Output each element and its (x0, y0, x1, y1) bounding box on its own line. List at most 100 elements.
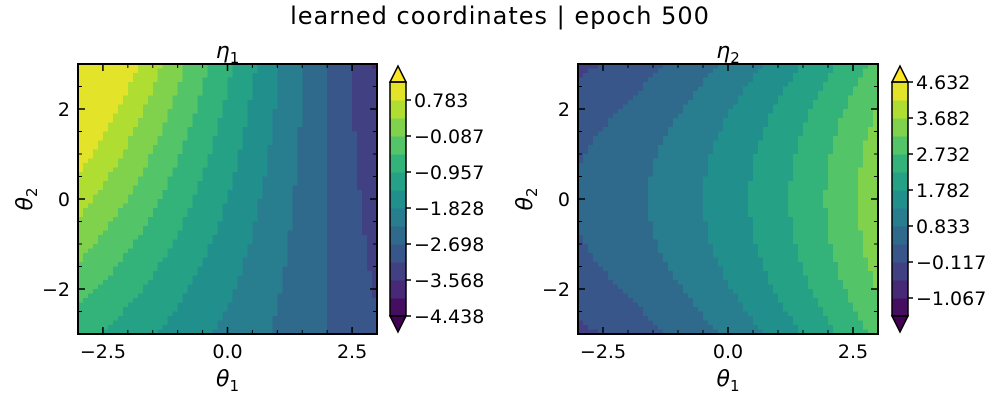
heatmap-cell (78, 149, 84, 155)
heatmap-cell (107, 145, 114, 151)
heatmap-cell (297, 82, 303, 88)
heatmap-cell (362, 104, 368, 110)
heatmap-cell (192, 325, 199, 331)
heatmap-cell (102, 68, 109, 74)
heatmap-cell (97, 82, 104, 88)
heatmap-cell (623, 289, 629, 295)
heatmap-cell (167, 244, 174, 250)
heatmap-cell (277, 217, 283, 223)
heatmap-cell (337, 163, 343, 169)
heatmap-cell (112, 104, 119, 110)
heatmap-cell (322, 316, 328, 322)
heatmap-cell (327, 131, 333, 137)
heatmap-cell (117, 239, 124, 245)
heatmap-cell (678, 131, 684, 137)
heatmap-cell (162, 293, 169, 299)
heatmap-cell (337, 280, 343, 286)
heatmap-cell (613, 248, 619, 254)
heatmap-cell (618, 293, 624, 299)
heatmap-cell (92, 158, 99, 164)
panel-title: η1 (216, 39, 240, 67)
heatmap-cell (653, 77, 659, 83)
heatmap-cell (107, 176, 114, 182)
heatmap-cell (663, 203, 669, 209)
heatmap-cell (648, 122, 654, 128)
heatmap-cell (357, 176, 363, 182)
heatmap-cell (222, 104, 229, 110)
heatmap-cell (663, 181, 669, 187)
heatmap-cell (613, 131, 619, 137)
heatmap-cell (167, 145, 174, 151)
heatmap-cell (588, 149, 594, 155)
heatmap-cell (312, 235, 318, 241)
heatmap-cell (252, 122, 258, 128)
heatmap-cell (257, 122, 263, 128)
heatmap-cell (683, 136, 689, 142)
heatmap-cell (643, 311, 649, 317)
heatmap-cell (262, 325, 268, 331)
heatmap-cell (357, 82, 363, 88)
heatmap-cell (197, 320, 204, 326)
heatmap-cell (292, 221, 298, 227)
heatmap-cell (197, 289, 204, 295)
heatmap-cell (157, 262, 164, 268)
heatmap-cell (643, 95, 649, 101)
heatmap-cell (663, 230, 669, 236)
heatmap-cell (217, 136, 224, 142)
heatmap-cell (272, 239, 278, 245)
heatmap-cell (112, 181, 119, 187)
heatmap-cell (107, 190, 114, 196)
heatmap-cell (638, 262, 644, 268)
heatmap-cell (678, 73, 684, 79)
heatmap-cell (222, 239, 229, 245)
heatmap-cell (87, 190, 94, 196)
heatmap-cell (157, 311, 164, 317)
heatmap-cell (653, 325, 659, 331)
heatmap-cell (658, 221, 664, 227)
heatmap-cell (187, 239, 194, 245)
heatmap-cell (187, 289, 194, 295)
heatmap-cell (608, 280, 614, 286)
heatmap-cell (322, 307, 328, 313)
heatmap-cell (658, 302, 664, 308)
heatmap-cell (633, 325, 639, 331)
heatmap-cell (337, 136, 343, 142)
heatmap-cell (112, 136, 119, 142)
heatmap-cell (147, 311, 154, 317)
heatmap-cell (678, 325, 684, 331)
heatmap-cell (112, 194, 119, 200)
heatmap-cell (177, 298, 184, 304)
heatmap-cell (648, 127, 654, 133)
heatmap-cell (172, 307, 179, 313)
heatmap-cell (653, 68, 659, 74)
heatmap-cell (678, 329, 684, 335)
heatmap-cell (227, 235, 234, 241)
heatmap-cell (653, 248, 659, 254)
heatmap-cell (157, 86, 164, 92)
heatmap-cell (673, 104, 679, 110)
heatmap-cell (187, 226, 194, 232)
heatmap-cell (648, 190, 654, 196)
heatmap-cell (322, 145, 328, 151)
heatmap-cell (302, 95, 308, 101)
heatmap-cell (267, 68, 273, 74)
heatmap-cell (267, 316, 273, 322)
heatmap-cell (127, 154, 134, 160)
heatmap-cell (262, 154, 268, 160)
heatmap-cell (127, 118, 134, 124)
heatmap-cell (658, 320, 664, 326)
heatmap-cell (222, 307, 229, 313)
heatmap-cell (102, 293, 109, 299)
heatmap-cell (618, 217, 624, 223)
heatmap-cell (297, 271, 303, 277)
heatmap-cell (132, 91, 139, 97)
heatmap-cell (603, 235, 609, 241)
heatmap-cell (167, 271, 174, 277)
heatmap-cell (132, 284, 139, 290)
heatmap-cell (162, 131, 169, 137)
heatmap-cell (683, 131, 689, 137)
heatmap-cell (623, 82, 629, 88)
heatmap-cell (583, 329, 589, 335)
heatmap-cell (598, 122, 604, 128)
heatmap-cell (658, 230, 664, 236)
